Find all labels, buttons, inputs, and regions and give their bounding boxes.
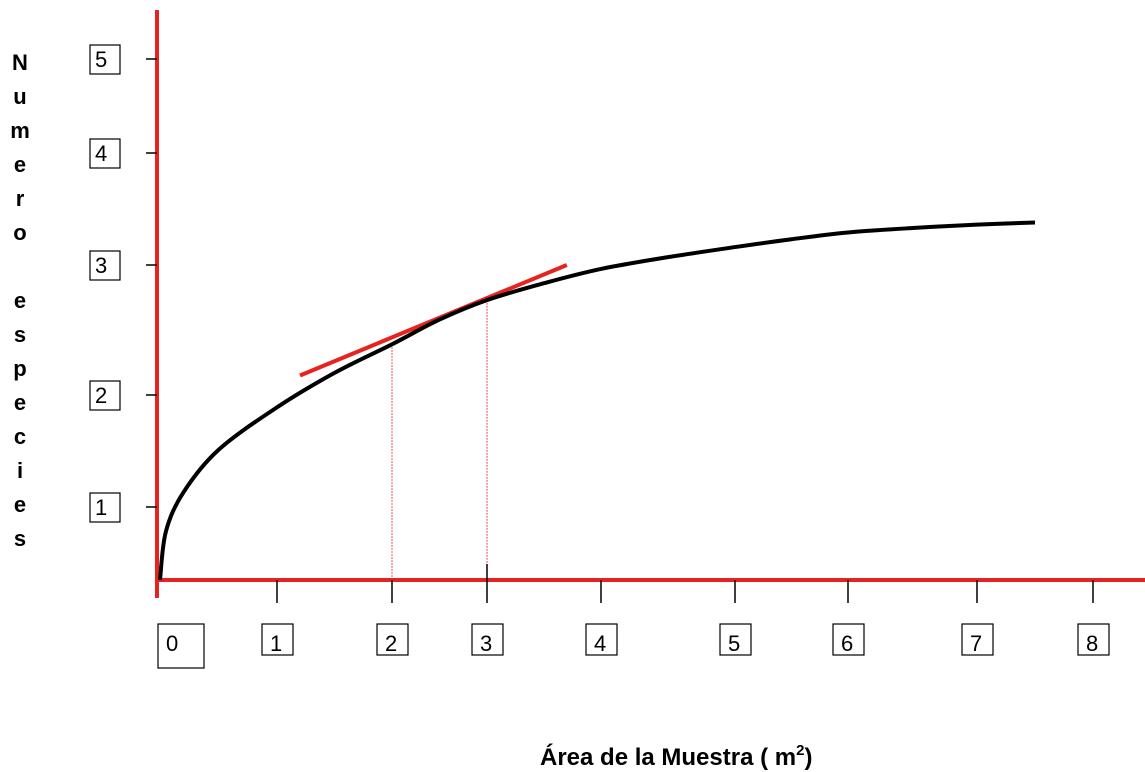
y-tick-label: 1 <box>95 495 107 520</box>
x-tick-box <box>157 623 205 669</box>
y-axis-label-letter: N <box>12 50 28 75</box>
x-tick-label: 5 <box>728 631 740 656</box>
x-axis-title: Área de la Muestra ( m2) <box>540 742 812 771</box>
tangent-line <box>299 263 568 378</box>
y-axis-label-letter: e <box>14 390 26 415</box>
y-axis-label-letter: c <box>14 424 26 449</box>
y-axis-label-letter: e <box>14 152 26 177</box>
y-axis-label-letter: e <box>14 288 26 313</box>
y-tick-box <box>89 138 121 169</box>
x-tick-label: 2 <box>385 631 397 656</box>
y-axis-label-letter: u <box>13 84 26 109</box>
y-tick-label: 3 <box>95 253 107 278</box>
x-tick-label: 0 <box>166 631 178 656</box>
y-axis-label-letter: e <box>14 492 26 517</box>
species-area-curve <box>158 220 1036 581</box>
x-tick-box <box>585 623 618 656</box>
y-axis-label-letter: s <box>14 526 26 551</box>
y-axis-label-letter: r <box>16 186 25 211</box>
y-tick-box <box>89 492 121 523</box>
x-tick-box <box>719 623 752 656</box>
x-tick-label: 3 <box>480 631 492 656</box>
x-tick-box <box>261 623 294 656</box>
x-tick-box <box>1077 623 1110 656</box>
y-axis-label-letter: i <box>17 458 23 483</box>
x-tick-label: 8 <box>1086 631 1098 656</box>
x-tick-label: 7 <box>970 631 982 656</box>
y-tick-label: 4 <box>95 141 107 166</box>
x-tick-box <box>961 623 994 656</box>
y-tick-box <box>89 44 121 75</box>
y-axis-label-letter: p <box>13 356 26 381</box>
y-tick-box <box>89 250 121 281</box>
y-axis-label-letter: m <box>10 118 30 143</box>
y-tick-label: 2 <box>95 383 107 408</box>
y-axis-label-letter: s <box>14 322 26 347</box>
y-tick-box <box>89 380 121 411</box>
y-axis-label-letter: o <box>13 220 26 245</box>
x-tick-label: 1 <box>270 631 282 656</box>
x-tick-box <box>471 623 504 656</box>
x-tick-box <box>376 623 409 656</box>
x-tick-label: 6 <box>841 631 853 656</box>
x-tick-label: 4 <box>594 631 606 656</box>
x-tick-box <box>832 623 865 656</box>
y-tick-label: 5 <box>95 47 107 72</box>
